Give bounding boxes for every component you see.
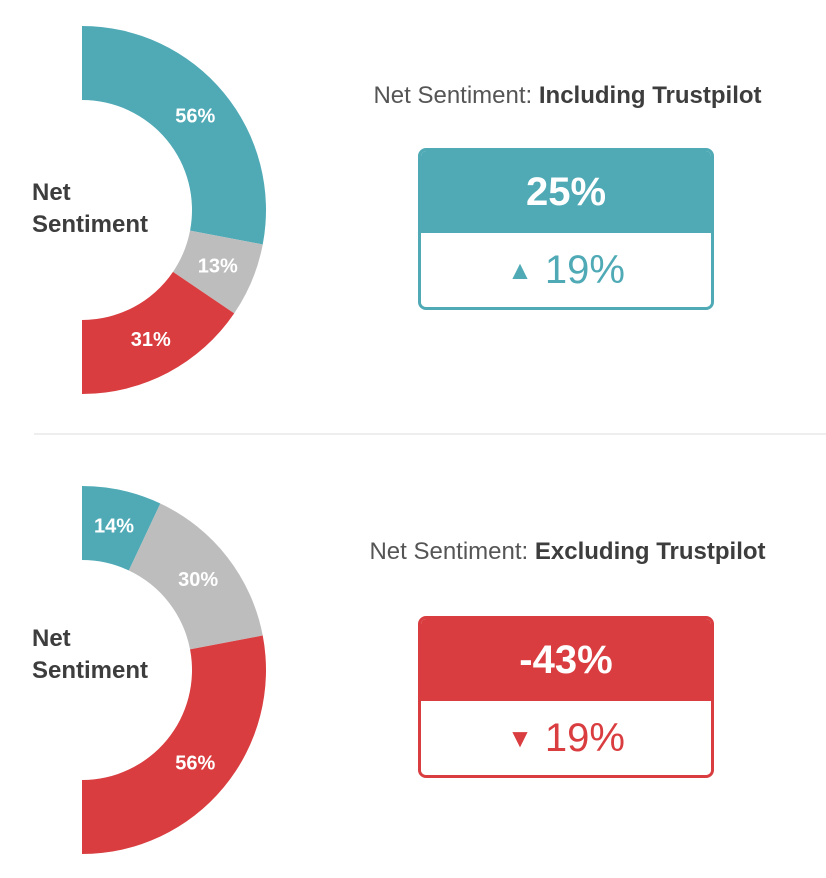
heading-bold: Excluding Trustpilot — [534, 538, 766, 565]
arrow-up-icon: ▲ — [507, 254, 533, 285]
kpi-card-including: 25% ▲ 19% — [418, 148, 714, 310]
kpi-change: ▲ 19% — [421, 233, 711, 307]
slice-gray — [128, 503, 263, 650]
panel-heading-excluding: Net Sentiment: Excluding Trustpilot — [350, 538, 785, 566]
slice-label: 14% — [94, 516, 134, 538]
slice-label: 31% — [131, 329, 171, 351]
center-label-line1: Net — [32, 179, 71, 206]
kpi-card-excluding: -43% ▼ 19% — [418, 616, 714, 778]
center-label-line1: Net — [32, 625, 71, 652]
heading-prefix: Net Sentiment: — [369, 538, 535, 565]
kpi-change: ▼ 19% — [421, 701, 711, 775]
arrow-down-icon: ▼ — [507, 722, 533, 753]
kpi-value: 25% — [421, 151, 711, 233]
donut-chart-excluding: 14% 30% 56% — [82, 486, 266, 854]
slice-label: 13% — [198, 255, 238, 277]
slice-red — [82, 635, 266, 854]
panel-heading-including: Net Sentiment: Including Trustpilot — [350, 82, 785, 110]
section-divider — [34, 433, 826, 435]
heading-prefix: Net Sentiment: — [373, 82, 539, 109]
slice-label: 56% — [175, 105, 215, 127]
slice-teal — [82, 486, 161, 571]
center-label-line2: Sentiment — [32, 657, 149, 684]
kpi-change-value: 19% — [544, 247, 625, 292]
slice-gray — [172, 230, 263, 314]
slice-label: 30% — [178, 569, 218, 591]
kpi-value: -43% — [421, 619, 711, 701]
kpi-change-value: 19% — [544, 715, 625, 760]
slice-teal — [82, 26, 266, 245]
center-label: Net Sentiment — [32, 177, 148, 241]
slice-label: 56% — [175, 753, 215, 775]
heading-bold: Including Trustpilot — [538, 82, 762, 109]
donut-chart-including: 56% 13% 31% — [82, 26, 266, 394]
center-label-line2: Sentiment — [32, 211, 149, 238]
center-label: Net Sentiment — [32, 623, 148, 687]
slice-red — [82, 271, 235, 394]
